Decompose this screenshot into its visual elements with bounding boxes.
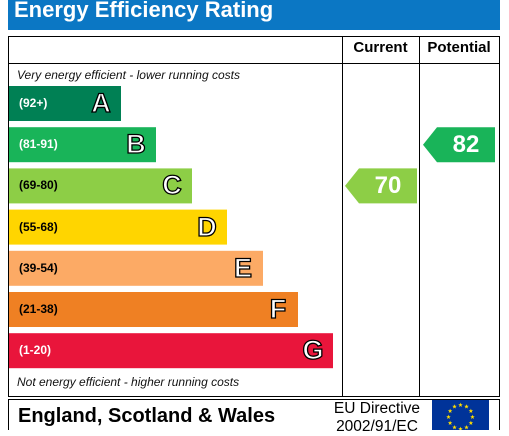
header-bar: [8, 0, 500, 30]
current-rating-arrow: [345, 168, 417, 204]
eu-star-icon: [464, 404, 469, 409]
eu-star-icon: [458, 426, 463, 430]
column-header-potential: Potential: [427, 39, 491, 56]
caption-not-efficient: Not energy efficient - higher running co…: [17, 375, 240, 389]
band-range-f: (21-38): [19, 302, 58, 316]
column-header-current: Current: [353, 39, 408, 56]
band-letter-g: G: [302, 335, 324, 366]
band-range-c: (69-80): [19, 178, 58, 193]
band-letter-f: F: [269, 293, 287, 324]
band-range-d: (55-68): [19, 219, 58, 234]
chart-frame: [8, 36, 500, 430]
eu-star-icon: [468, 420, 474, 425]
band-bar-c: [9, 168, 192, 204]
band-letter-c: C: [162, 170, 183, 201]
directive-line1: EU Directive: [333, 400, 421, 417]
band-bar-b: [9, 127, 156, 163]
eu-star-icon: [452, 424, 457, 430]
caption-very-efficient: Very energy efficient - lower running co…: [17, 68, 240, 82]
potential-rating-arrow: [423, 127, 495, 163]
band-range-b: (81-91): [19, 137, 58, 152]
band-bar-d: [9, 209, 227, 245]
current-rating-value: 70: [374, 171, 402, 199]
potential-rating-value: 82: [452, 130, 480, 158]
band-bar-a: [9, 86, 121, 121]
band-bar-f: [9, 292, 298, 327]
band-letter-b: B: [126, 129, 147, 160]
eu-star-icon: [458, 402, 463, 407]
footer-directive: EU Directive 2002/91/EC: [324, 400, 430, 436]
outer-frame: [8, 36, 500, 397]
eu-star-icon: [447, 420, 453, 425]
band-bar-e: [9, 250, 263, 286]
eu-star-icon: [468, 408, 474, 413]
directive-line2: 2002/91/EC: [336, 418, 418, 435]
eu-star-icon: [464, 424, 469, 430]
eu-flag-icon: [432, 400, 489, 430]
eu-star-icon: [446, 414, 451, 419]
band-letter-d: D: [197, 211, 218, 242]
page-title: Energy Efficiency Rating: [14, 0, 274, 22]
band-range-g: (1-20): [19, 343, 52, 358]
band-letter-a: A: [91, 87, 112, 118]
eu-star-icon: [452, 404, 457, 409]
band-range-e: (39-54): [19, 260, 58, 275]
bands-layer: [9, 86, 333, 369]
band-letter-e: E: [233, 252, 252, 283]
footer-region: England, Scotland & Wales: [18, 405, 276, 427]
eu-star-icon: [470, 414, 475, 419]
footer-frame: [8, 399, 500, 430]
band-range-a: (92+): [19, 96, 48, 110]
band-bar-g: [9, 333, 333, 369]
arrows-layer: [345, 127, 495, 204]
eu-star-icon: [447, 408, 453, 413]
